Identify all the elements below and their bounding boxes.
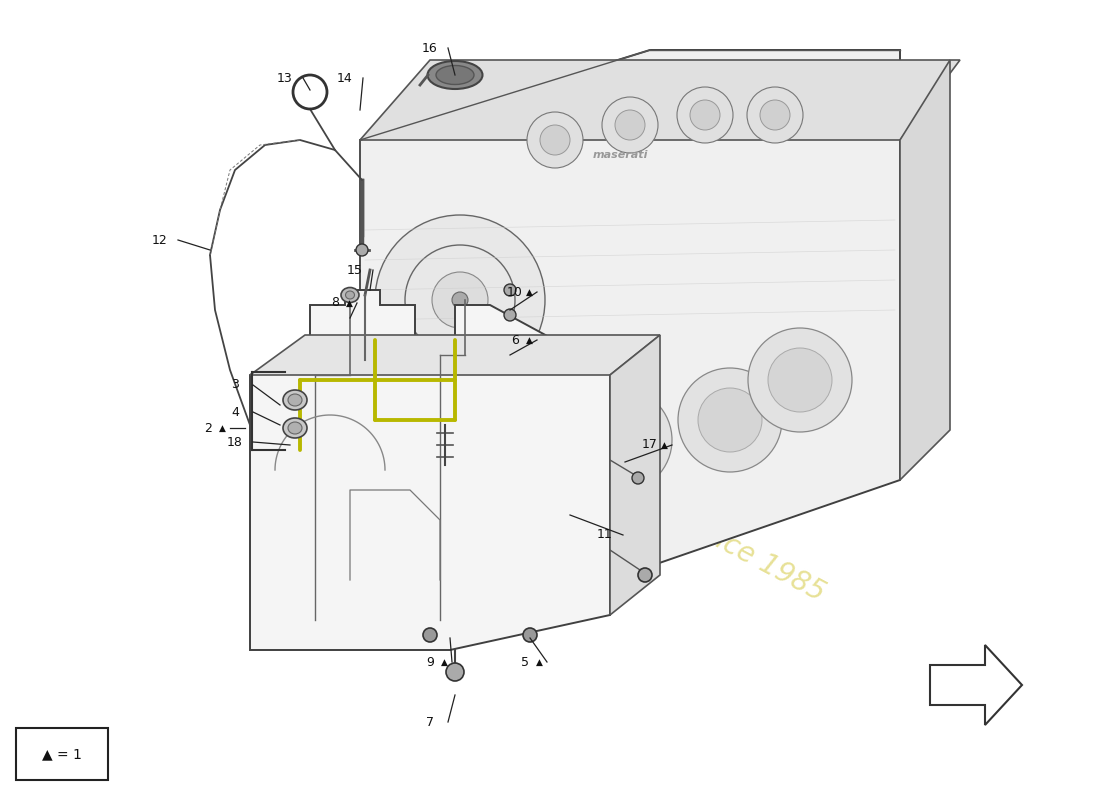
- Text: 3: 3: [231, 378, 239, 391]
- Circle shape: [424, 628, 437, 642]
- Ellipse shape: [288, 422, 302, 434]
- Circle shape: [356, 244, 369, 256]
- Text: ▲: ▲: [526, 335, 532, 345]
- Text: ▲: ▲: [526, 287, 532, 297]
- Text: 8: 8: [331, 297, 339, 310]
- Text: 7: 7: [426, 715, 434, 729]
- FancyBboxPatch shape: [16, 728, 108, 780]
- Text: 14: 14: [337, 71, 353, 85]
- Ellipse shape: [283, 390, 307, 410]
- Polygon shape: [250, 335, 660, 375]
- Circle shape: [405, 245, 515, 355]
- Text: maserati: maserati: [592, 150, 648, 160]
- Circle shape: [678, 368, 782, 472]
- Text: europ: europ: [461, 226, 903, 542]
- Circle shape: [632, 472, 644, 484]
- Text: ▲: ▲: [345, 298, 352, 307]
- Polygon shape: [250, 290, 611, 650]
- Ellipse shape: [341, 287, 359, 302]
- Circle shape: [540, 125, 570, 155]
- Circle shape: [768, 348, 832, 412]
- Circle shape: [452, 292, 468, 308]
- Circle shape: [468, 408, 552, 492]
- Text: 9: 9: [426, 655, 433, 669]
- Polygon shape: [930, 645, 1022, 725]
- Circle shape: [504, 284, 516, 296]
- Circle shape: [527, 112, 583, 168]
- Text: 18: 18: [227, 435, 243, 449]
- Ellipse shape: [345, 291, 354, 299]
- Circle shape: [698, 388, 762, 452]
- Text: 6: 6: [512, 334, 519, 346]
- Polygon shape: [360, 50, 900, 580]
- Circle shape: [358, 378, 442, 462]
- Circle shape: [748, 328, 852, 432]
- Text: 4: 4: [231, 406, 239, 418]
- Text: 5: 5: [521, 655, 529, 669]
- Text: 15: 15: [348, 263, 363, 277]
- Circle shape: [615, 110, 645, 140]
- Polygon shape: [360, 60, 960, 140]
- Circle shape: [760, 100, 790, 130]
- Circle shape: [446, 663, 464, 681]
- Ellipse shape: [436, 66, 474, 85]
- Text: ▲: ▲: [441, 658, 448, 666]
- Text: ▲: ▲: [536, 658, 542, 666]
- Text: 16: 16: [422, 42, 438, 54]
- Text: ▲: ▲: [219, 423, 225, 433]
- Circle shape: [336, 355, 465, 485]
- Circle shape: [432, 272, 488, 328]
- Text: ▲: ▲: [661, 441, 668, 450]
- Text: ▲ = 1: ▲ = 1: [42, 747, 81, 761]
- Circle shape: [602, 97, 658, 153]
- Circle shape: [747, 87, 803, 143]
- Text: 12: 12: [152, 234, 168, 246]
- Text: 13: 13: [277, 71, 293, 85]
- Ellipse shape: [428, 61, 483, 89]
- Circle shape: [676, 87, 733, 143]
- Text: 17: 17: [642, 438, 658, 451]
- Circle shape: [504, 309, 516, 321]
- Polygon shape: [610, 335, 660, 615]
- Text: 10: 10: [507, 286, 522, 298]
- Ellipse shape: [283, 418, 307, 438]
- Circle shape: [568, 388, 672, 492]
- Text: a passion for parts since 1985: a passion for parts since 1985: [447, 385, 829, 607]
- Circle shape: [588, 408, 652, 472]
- Polygon shape: [900, 60, 950, 480]
- Circle shape: [638, 568, 652, 582]
- Circle shape: [690, 100, 721, 130]
- Text: 11: 11: [597, 529, 613, 542]
- Circle shape: [446, 385, 575, 515]
- Circle shape: [522, 628, 537, 642]
- Circle shape: [375, 215, 544, 385]
- Ellipse shape: [288, 394, 302, 406]
- Text: 2: 2: [205, 422, 212, 434]
